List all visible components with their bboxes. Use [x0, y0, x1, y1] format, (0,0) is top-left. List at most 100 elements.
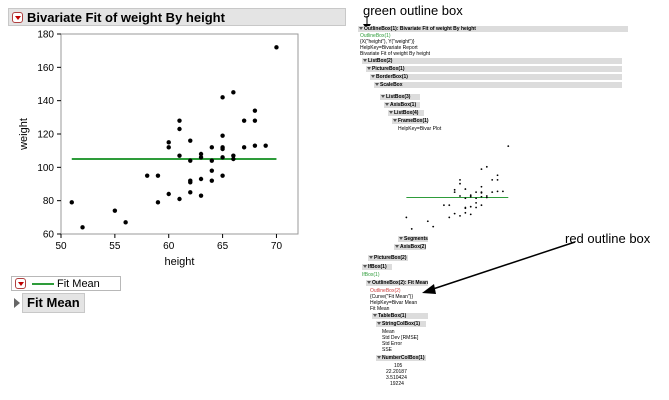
- mini-point: [480, 204, 483, 207]
- tree-row-label[interactable]: BorderBox(1): [376, 74, 408, 80]
- data-point: [209, 158, 215, 163]
- red-triangle-menu-icon[interactable]: [12, 11, 23, 23]
- data-point: [220, 95, 225, 100]
- x-tick-label: 70: [271, 241, 283, 252]
- y-tick-label: 80: [43, 196, 55, 207]
- data-point: [198, 151, 204, 157]
- tree-row-label[interactable]: NumberColBox(1): [382, 355, 425, 361]
- data-point: [188, 158, 193, 163]
- mini-point: [464, 188, 467, 190]
- tree-row-label[interactable]: Segments: [404, 236, 428, 242]
- tree-row-label: OutlineBox(1): [360, 33, 391, 39]
- tree-row-bar: [372, 313, 428, 319]
- tree-row-label: {X("height"), Y("weight")}: [360, 39, 415, 45]
- data-point: [155, 200, 161, 205]
- tree-row-bar: [362, 264, 392, 270]
- mini-point: [502, 190, 504, 193]
- data-point: [177, 196, 182, 202]
- tree-row-label[interactable]: OutlineBox(1): Bivariate Fit of weight B…: [364, 26, 476, 32]
- data-point: [188, 138, 193, 143]
- tree-row-bar: [368, 255, 408, 261]
- data-point: [209, 145, 215, 150]
- tree-row-label[interactable]: FrameBox(1): [398, 118, 429, 124]
- tree-disclosure-icon[interactable]: [399, 237, 403, 240]
- y-tick-label: 180: [37, 30, 54, 41]
- tree-disclosure-icon[interactable]: [363, 59, 367, 62]
- tree-disclosure-icon[interactable]: [363, 265, 367, 268]
- tree-row-bar: [374, 82, 622, 88]
- tree-row-label: 19224: [390, 381, 404, 387]
- data-point: [177, 153, 182, 158]
- disclosure-right-icon[interactable]: [14, 298, 20, 308]
- mini-point: [459, 178, 461, 181]
- y-axis-title: weight: [18, 118, 30, 151]
- tree-row-label[interactable]: ScaleBox: [380, 82, 403, 88]
- data-point: [220, 173, 225, 178]
- tree-disclosure-icon[interactable]: [359, 27, 363, 30]
- legend-red-triangle-icon[interactable]: [15, 278, 26, 289]
- tree-disclosure-icon[interactable]: [373, 314, 377, 317]
- tree-disclosure-icon[interactable]: [369, 256, 373, 259]
- tree-disclosure-icon[interactable]: [393, 119, 397, 122]
- tree-row-bar: [366, 66, 622, 72]
- tree-row-label[interactable]: PictureBox(1): [372, 66, 405, 72]
- mini-point: [464, 211, 467, 214]
- tree-row-label: HelpKey=Bivar Mean: [370, 300, 418, 306]
- mini-point: [475, 191, 477, 194]
- tree-row-bar: [358, 26, 628, 32]
- tree-row-label: Std Error: [382, 341, 403, 347]
- display-tree: OutlineBox(1): Bivariate Fit of weight B…: [358, 26, 669, 400]
- mini-point: [459, 195, 461, 197]
- tree-row-label: Bivariate Fit of weight By height: [360, 51, 431, 57]
- tree-disclosure-icon[interactable]: [375, 83, 379, 86]
- red-annotation: red outline box: [565, 230, 650, 248]
- tree-row-label[interactable]: OutlineBox(2): Fit Mean: [372, 280, 429, 286]
- mini-point: [491, 178, 494, 181]
- tree-row-label[interactable]: StringColBox(1): [382, 321, 421, 327]
- data-point: [231, 90, 236, 95]
- y-tick-label: 100: [37, 163, 54, 174]
- tree-disclosure-icon[interactable]: [377, 322, 381, 325]
- mini-point: [426, 220, 429, 223]
- report-title: Bivariate Fit of weight By height: [27, 9, 225, 25]
- tree-disclosure-icon[interactable]: [385, 103, 389, 106]
- tree-row-label[interactable]: AxisBox(2): [400, 244, 427, 250]
- mini-point: [464, 206, 467, 209]
- data-point: [198, 193, 204, 198]
- legend: Fit Mean: [11, 276, 121, 291]
- tree-row-label[interactable]: PictureBox(2): [374, 255, 407, 261]
- fit-mean-outline[interactable]: Fit Mean: [14, 293, 85, 313]
- data-point: [263, 143, 268, 148]
- tree-disclosure-icon[interactable]: [367, 67, 371, 70]
- report-outline-header[interactable]: Bivariate Fit of weight By height: [8, 8, 346, 26]
- data-point: [69, 200, 74, 205]
- tree-row-label[interactable]: ListBox(2): [368, 58, 393, 64]
- tree-disclosure-icon[interactable]: [371, 75, 375, 78]
- mini-point: [459, 215, 461, 217]
- tree-disclosure-icon[interactable]: [381, 95, 385, 98]
- mini-point: [469, 205, 472, 208]
- tree-row-label: SSE: [382, 347, 393, 353]
- mini-point: [448, 216, 451, 219]
- green-outline-label: green outline box: [363, 3, 463, 18]
- tree-row-label[interactable]: IfBox(1): [368, 264, 387, 270]
- red-outline-label: red outline box: [565, 231, 651, 246]
- red-arrow-icon: [422, 241, 576, 294]
- tree-disclosure-icon[interactable]: [377, 356, 381, 359]
- data-point: [112, 208, 118, 213]
- mini-point: [410, 228, 413, 230]
- data-point: [274, 45, 279, 50]
- tree-disclosure-icon[interactable]: [395, 245, 399, 248]
- mini-point: [475, 197, 477, 200]
- tree-row-label: 105: [394, 363, 403, 369]
- scatter-plot-svg: 50 55 60 65 70 60 80 100 120 140 160 180 height weigh…: [18, 30, 299, 268]
- tree-row-label[interactable]: TableBox(1): [378, 313, 407, 319]
- tree-row-label[interactable]: AxisBox(1): [390, 102, 417, 108]
- data-point: [198, 155, 204, 160]
- mini-point: [453, 188, 456, 191]
- tree-disclosure-icon[interactable]: [367, 281, 371, 284]
- tree-row-label[interactable]: ListBox(4): [394, 110, 419, 116]
- tree-row-label[interactable]: ListBox(3): [386, 94, 411, 100]
- tree-disclosure-icon[interactable]: [389, 111, 393, 114]
- data-point: [241, 118, 247, 123]
